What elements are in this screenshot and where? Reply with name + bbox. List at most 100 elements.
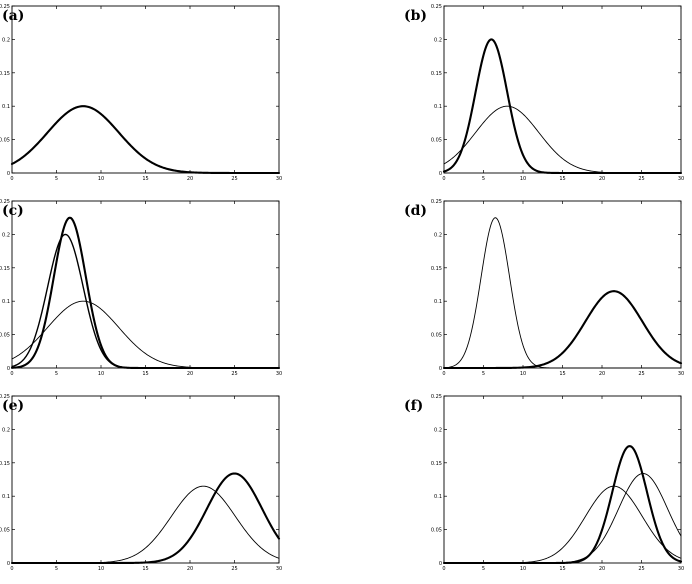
y-tick-label: 0.15 <box>431 461 442 467</box>
y-tick-label: 0.05 <box>431 528 442 534</box>
y-tick-label: 0.15 <box>431 71 442 77</box>
series-1-curve <box>443 485 682 564</box>
x-tick-label: 30 <box>276 176 282 182</box>
y-tick-label: 0.1 <box>434 494 442 500</box>
x-tick-label: 30 <box>678 371 684 377</box>
series-2-curve <box>11 233 280 369</box>
panel-label: (f) <box>404 398 423 414</box>
y-tick-label: 0 <box>439 561 442 567</box>
y-tick-label: 0 <box>7 561 10 567</box>
series-1-curve <box>11 300 280 369</box>
y-tick-label: 0.25 <box>431 4 442 10</box>
y-tick-label: 0.15 <box>0 461 10 467</box>
x-tick-label: 25 <box>638 566 644 572</box>
x-tick-label: 0 <box>10 371 13 377</box>
panel-2: (b) 0 5 10 15 20 25 30 0 0.05 0.1 0.15 0.2 0.25 <box>404 4 684 182</box>
x-tick-label: 20 <box>599 371 605 377</box>
y-tick-label: 0.25 <box>431 394 442 400</box>
x-tick-label: 10 <box>520 371 526 377</box>
panel-6: (f) 0 5 10 15 20 25 30 0 0.05 0.1 0.15 0.2 0.25 <box>404 394 684 572</box>
x-tick-label: 25 <box>638 371 644 377</box>
x-tick-label: 15 <box>559 371 565 377</box>
y-tick-label: 0.1 <box>2 494 10 500</box>
x-tick-label: 15 <box>559 566 565 572</box>
y-tick-label: 0.05 <box>431 333 442 339</box>
x-tick-label: 15 <box>142 371 148 377</box>
x-tick-label: 20 <box>187 566 193 572</box>
plot-frame <box>443 5 682 174</box>
x-tick-label: 0 <box>10 176 13 182</box>
x-tick-label: 5 <box>55 371 58 377</box>
x-tick-label: 25 <box>231 371 237 377</box>
y-tick-label: 0 <box>439 366 442 372</box>
y-tick-label: 0.25 <box>0 199 10 205</box>
x-tick-label: 20 <box>187 371 193 377</box>
y-tick-label: 0.05 <box>0 528 10 534</box>
panel-label: (e) <box>2 398 24 414</box>
series-1-curve <box>443 105 682 174</box>
series-3-curve <box>10 216 281 370</box>
y-tick-label: 0 <box>439 171 442 177</box>
panel-label: (a) <box>2 8 24 24</box>
y-tick-label: 0.1 <box>2 299 10 305</box>
x-tick-label: 0 <box>442 566 445 572</box>
y-tick-label: 0 <box>7 366 10 372</box>
x-tick-label: 10 <box>98 566 104 572</box>
x-tick-label: 30 <box>678 176 684 182</box>
x-tick-label: 0 <box>10 566 13 572</box>
x-tick-label: 30 <box>276 371 282 377</box>
x-tick-label: 10 <box>520 566 526 572</box>
series-1-curve <box>443 217 682 369</box>
panel-label: (d) <box>404 203 427 219</box>
y-tick-label: 0.1 <box>434 104 442 110</box>
y-tick-label: 0.05 <box>0 333 10 339</box>
y-tick-label: 0.2 <box>2 37 10 43</box>
y-tick-label: 0.15 <box>0 71 10 77</box>
y-tick-label: 0.25 <box>431 199 442 205</box>
x-tick-label: 30 <box>678 566 684 572</box>
panel-4: (d) 0 5 10 15 20 25 30 0 0.05 0.1 0.15 0.2 0.25 <box>404 199 684 377</box>
x-tick-label: 10 <box>98 371 104 377</box>
series-1-curve <box>11 485 280 564</box>
y-tick-label: 0.1 <box>2 104 10 110</box>
panel-1: (a) 0 5 10 15 20 25 30 0 0.05 0.1 0.15 0.2 0.25 <box>0 4 282 182</box>
x-tick-label: 15 <box>142 176 148 182</box>
y-tick-label: 0.25 <box>0 4 10 10</box>
x-tick-label: 25 <box>231 566 237 572</box>
plot-frame <box>11 5 280 174</box>
x-tick-label: 20 <box>599 176 605 182</box>
x-tick-label: 15 <box>559 176 565 182</box>
plot-frame <box>443 395 682 564</box>
y-tick-label: 0.2 <box>2 232 10 238</box>
x-tick-label: 25 <box>231 176 237 182</box>
panel-label: (c) <box>2 203 24 219</box>
x-tick-label: 10 <box>520 176 526 182</box>
y-tick-label: 0.2 <box>2 427 10 433</box>
series-2-curve <box>442 290 683 370</box>
y-tick-label: 0.05 <box>431 138 442 144</box>
x-tick-label: 20 <box>187 176 193 182</box>
x-tick-label: 5 <box>482 176 485 182</box>
y-tick-label: 0.15 <box>0 266 10 272</box>
series-3-curve <box>442 445 683 565</box>
x-tick-label: 0 <box>442 371 445 377</box>
x-tick-label: 0 <box>442 176 445 182</box>
y-tick-label: 0.1 <box>434 299 442 305</box>
y-tick-label: 0.2 <box>434 37 442 43</box>
x-tick-label: 5 <box>482 371 485 377</box>
x-tick-label: 20 <box>599 566 605 572</box>
x-tick-label: 5 <box>55 176 58 182</box>
y-tick-label: 0.05 <box>0 138 10 144</box>
panel-5: (e) 0 5 10 15 20 25 30 0 0.05 0.1 0.15 0.2 0.25 <box>0 394 282 572</box>
x-tick-label: 5 <box>55 566 58 572</box>
plot-frame <box>11 395 280 564</box>
y-tick-label: 0.15 <box>431 266 442 272</box>
x-tick-label: 30 <box>276 566 282 572</box>
panel-3: (c) 0 5 10 15 20 25 30 0 0.05 0.1 0.15 0.2 0.25 <box>0 199 282 377</box>
panel-label: (b) <box>404 8 427 24</box>
x-tick-label: 25 <box>638 176 644 182</box>
y-tick-label: 0.25 <box>0 394 10 400</box>
x-tick-label: 5 <box>482 566 485 572</box>
x-tick-label: 15 <box>142 566 148 572</box>
